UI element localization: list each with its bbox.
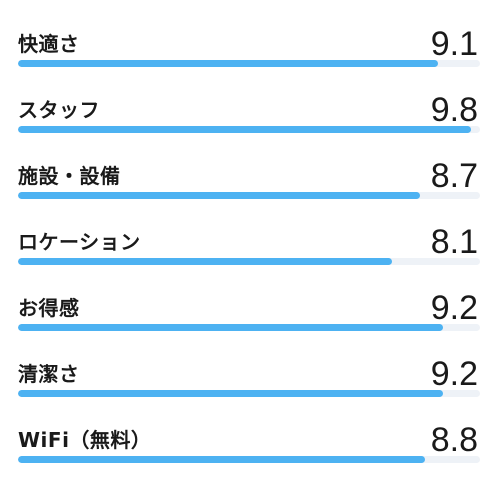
rating-label: ロケーション: [18, 230, 141, 254]
rating-label: WiFi（無料）: [18, 428, 152, 452]
rating-bar-fill: [18, 324, 444, 331]
rating-label: お得感: [18, 296, 80, 320]
rating-bar-track: [18, 60, 480, 67]
rating-row-wifi: WiFi（無料） 8.8: [18, 422, 480, 466]
rating-score: 8.1: [430, 223, 478, 261]
rating-bar-track: [18, 126, 480, 133]
rating-row-cleanliness: 清潔さ 9.2: [18, 356, 480, 400]
rating-bar-track: [18, 456, 480, 463]
rating-score: 9.2: [430, 289, 478, 327]
rating-bar-track: [18, 258, 480, 265]
rating-row-facilities: 施設・設備 8.7: [18, 158, 480, 202]
rating-label: スタッフ: [18, 98, 100, 122]
rating-bar-track: [18, 324, 480, 331]
rating-bar-fill: [18, 192, 420, 199]
rating-bar-fill: [18, 60, 439, 67]
rating-row-staff: スタッフ 9.8: [18, 92, 480, 136]
rating-row-value: お得感 9.2: [18, 290, 480, 334]
rating-bar-fill: [18, 258, 393, 265]
rating-score: 9.1: [430, 25, 478, 63]
rating-bar-fill: [18, 456, 425, 463]
rating-score: 9.8: [430, 91, 478, 129]
rating-bar-fill: [18, 126, 471, 133]
rating-score: 8.7: [430, 157, 478, 195]
rating-bar-fill: [18, 390, 444, 397]
rating-row-location: ロケーション 8.1: [18, 224, 480, 268]
rating-label: 施設・設備: [18, 164, 121, 188]
rating-row-comfort: 快適さ 9.1: [18, 26, 480, 70]
rating-score: 9.2: [430, 355, 478, 393]
rating-bar-track: [18, 192, 480, 199]
rating-label: 快適さ: [18, 32, 80, 56]
rating-bar-track: [18, 390, 480, 397]
rating-label: 清潔さ: [18, 362, 80, 386]
rating-score: 8.8: [430, 421, 478, 459]
